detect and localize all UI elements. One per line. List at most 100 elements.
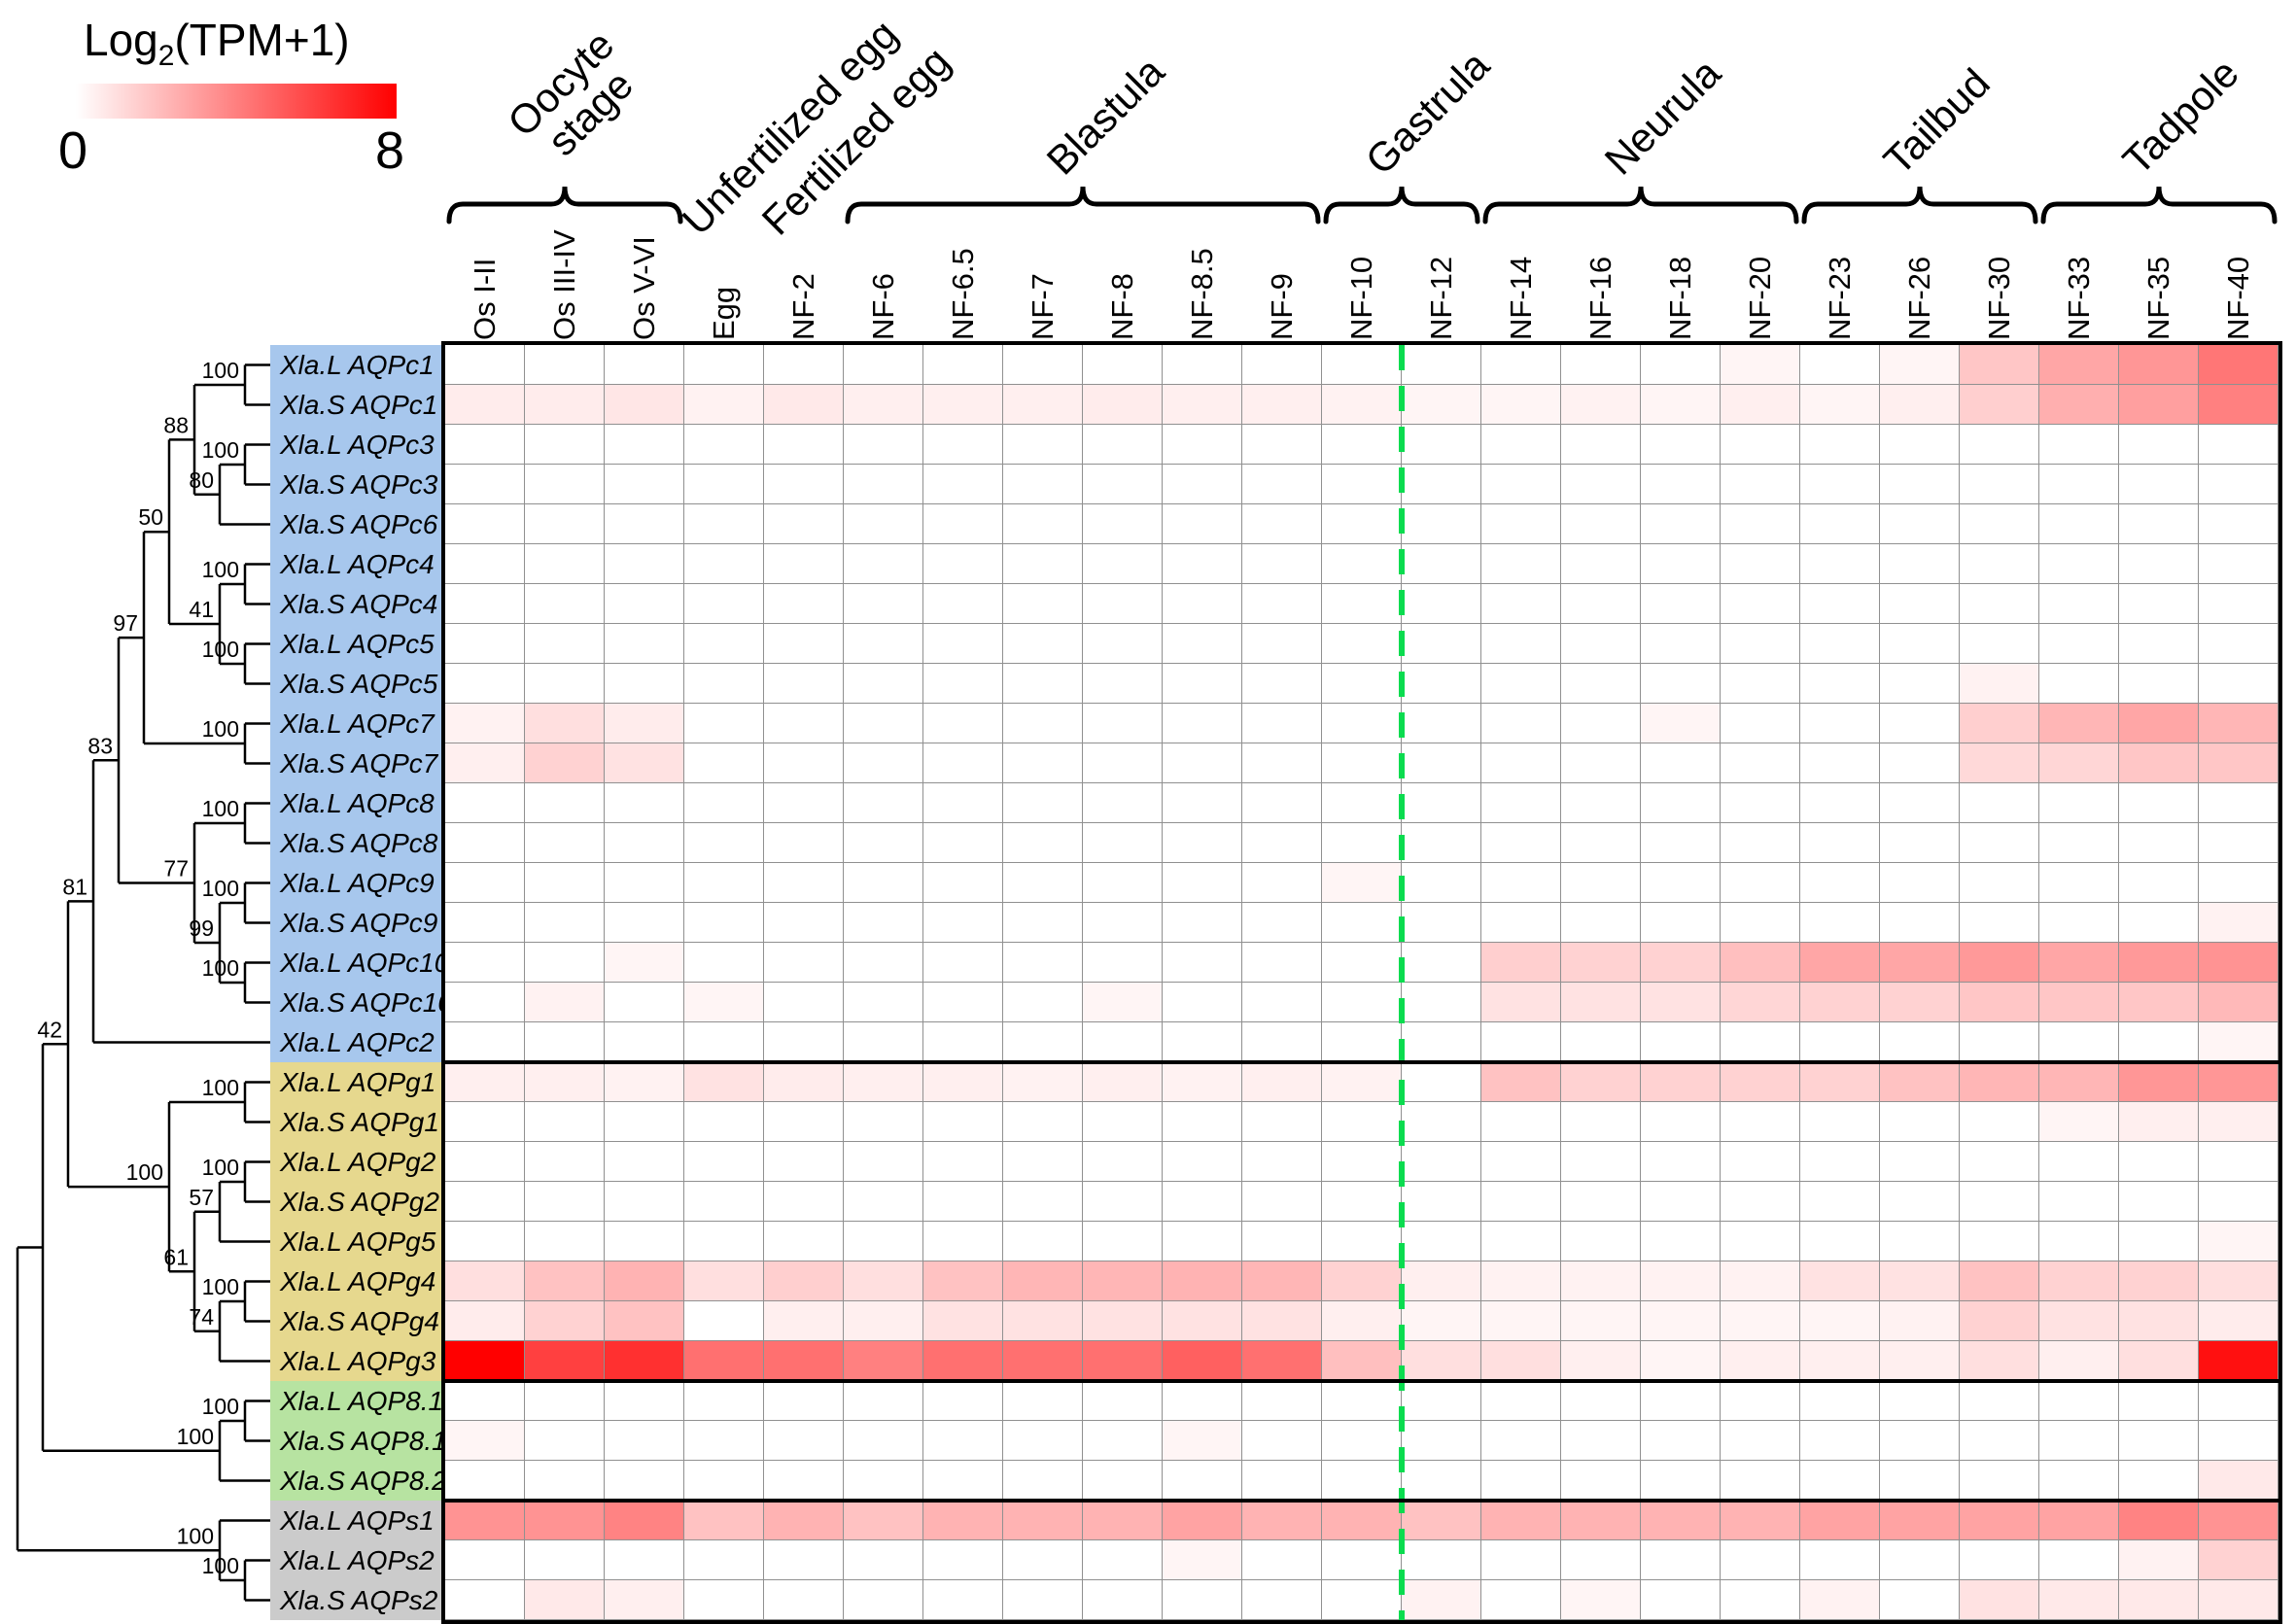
heatmap-cell — [1402, 743, 1481, 783]
heatmap-cell — [1561, 704, 1641, 743]
heatmap-cell — [1481, 1222, 1561, 1261]
heatmap-cell — [1641, 345, 1721, 385]
heatmap-cell — [1163, 1261, 1242, 1301]
heatmap-cell — [764, 704, 844, 743]
heatmap-cell — [1481, 1421, 1561, 1461]
heatmap-cell — [2039, 1540, 2119, 1580]
heatmap-cell — [844, 1062, 923, 1102]
heatmap-cell — [445, 504, 525, 544]
heatmap-cell — [1641, 1461, 1721, 1501]
heatmap-cell — [1561, 385, 1641, 425]
heatmap-cell — [1163, 1580, 1242, 1620]
heatmap-cell — [1880, 584, 1960, 624]
heatmap-cell — [1960, 1501, 2039, 1540]
heatmap-cell — [764, 1142, 844, 1182]
heatmap-cell — [2119, 504, 2199, 544]
heatmap-cell — [1083, 1501, 1163, 1540]
heatmap-cell — [2119, 1461, 2199, 1501]
row-label: Xla.S AQPc8 — [270, 823, 445, 863]
heatmap-cell — [1960, 1301, 2039, 1341]
heatmap-cell — [1561, 1062, 1641, 1102]
heatmap-cell — [605, 1580, 684, 1620]
heatmap-cell — [1561, 664, 1641, 704]
heatmap-cell — [1481, 704, 1561, 743]
heatmap-cell — [1003, 1461, 1083, 1501]
heatmap-cell — [605, 1022, 684, 1062]
heatmap-cell — [1003, 1540, 1083, 1580]
heatmap-cell — [2199, 664, 2279, 704]
heatmap-cell — [844, 943, 923, 983]
heatmap-cell — [1402, 1301, 1481, 1341]
heatmap-cell — [605, 345, 684, 385]
heatmap-cell — [2199, 983, 2279, 1022]
heatmap-cell — [445, 345, 525, 385]
heatmap-cell — [605, 903, 684, 943]
row-label: Xla.L AQPg2 — [270, 1142, 445, 1182]
heatmap-cell — [1800, 345, 1880, 385]
heatmap-cell — [1083, 385, 1163, 425]
heatmap-cell — [1402, 544, 1481, 584]
heatmap-cell — [1402, 1222, 1481, 1261]
heatmap-cell — [1561, 1461, 1641, 1501]
heatmap-cell — [1163, 624, 1242, 664]
heatmap-cell — [445, 743, 525, 783]
heatmap-cell — [1561, 823, 1641, 863]
heatmap-cell — [764, 1341, 844, 1381]
heatmap-cell — [684, 863, 764, 903]
heatmap-cell — [1880, 465, 1960, 504]
heatmap-cell — [1163, 345, 1242, 385]
heatmap-cell — [1880, 1261, 1960, 1301]
heatmap-cell — [445, 1182, 525, 1222]
heatmap-cell — [2039, 664, 2119, 704]
row-label: Xla.S AQP8.2 — [270, 1461, 447, 1501]
heatmap-cell — [2199, 385, 2279, 425]
heatmap-cell — [1242, 1142, 1322, 1182]
heatmap-cell — [605, 504, 684, 544]
heatmap-cell — [2119, 1261, 2199, 1301]
heatmap-cell — [684, 1182, 764, 1222]
heatmap-cell — [2119, 704, 2199, 743]
heatmap-cell — [1163, 1540, 1242, 1580]
heatmap-cell — [1083, 1182, 1163, 1222]
heatmap-cell — [1481, 504, 1561, 544]
heatmap-cell — [2119, 624, 2199, 664]
heatmap-cell — [1163, 465, 1242, 504]
heatmap-cell — [844, 983, 923, 1022]
heatmap-cell — [1641, 1062, 1721, 1102]
heatmap-cell — [923, 783, 1003, 823]
heatmap-cell — [1242, 544, 1322, 584]
heatmap-cell — [1242, 504, 1322, 544]
heatmap-cell — [1322, 1222, 1402, 1261]
heatmap-cell — [2039, 504, 2119, 544]
heatmap-cell — [2039, 584, 2119, 624]
heatmap-cell — [1402, 1461, 1481, 1501]
heatmap-cell — [1721, 863, 1800, 903]
heatmap-cell — [2039, 743, 2119, 783]
heatmap-cell — [1721, 704, 1800, 743]
heatmap-cell — [445, 1222, 525, 1261]
heatmap-cell — [1322, 1341, 1402, 1381]
heatmap-cell — [1083, 1421, 1163, 1461]
bootstrap-value: 100 — [202, 557, 239, 582]
heatmap-cell — [1242, 1501, 1322, 1540]
heatmap-cell — [1083, 544, 1163, 584]
heatmap-cell — [1880, 1421, 1960, 1461]
heatmap-cell — [1800, 1540, 1880, 1580]
heatmap-cell — [605, 1222, 684, 1261]
heatmap-cell — [445, 425, 525, 465]
heatmap-cell — [1083, 743, 1163, 783]
heatmap-cell — [605, 544, 684, 584]
heatmap-cell — [1960, 1381, 2039, 1421]
heatmap-cell — [764, 385, 844, 425]
heatmap-cell — [923, 1341, 1003, 1381]
heatmap-cell — [1800, 544, 1880, 584]
heatmap-cell — [1721, 1222, 1800, 1261]
heatmap-cell — [1561, 743, 1641, 783]
row-label: Xla.L AQPs2 — [270, 1540, 445, 1580]
heatmap-cell — [2039, 1301, 2119, 1341]
heatmap-cell — [1800, 1182, 1880, 1222]
heatmap-cell — [684, 1540, 764, 1580]
heatmap-cell — [1721, 1142, 1800, 1182]
row-labels: Xla.L AQPc1 Xla.S AQPc1 Xla.L AQPc3 Xla.S A… — [270, 345, 453, 1620]
bootstrap-value: 99 — [189, 916, 214, 941]
